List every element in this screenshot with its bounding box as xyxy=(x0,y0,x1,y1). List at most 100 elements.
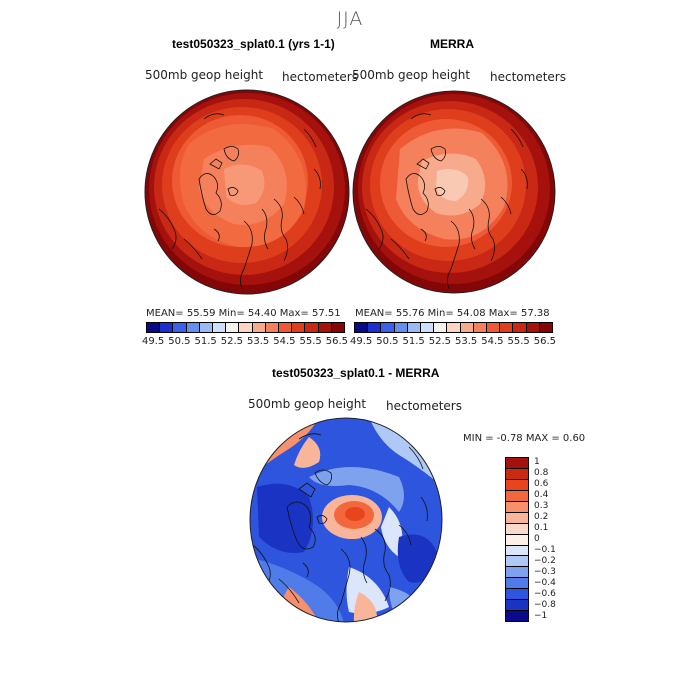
panel-2-colorbar-swatch xyxy=(487,323,501,332)
panel-3-colorbar xyxy=(505,457,529,622)
panel-2-colorbar-swatch xyxy=(460,323,474,332)
panel-3-colorbar-swatch xyxy=(506,556,528,568)
panel-2-colorbar-swatch xyxy=(434,323,448,332)
panel-1-colorbar-label: 50.5 xyxy=(168,336,191,347)
panel-3-colorbar-label: 0.4 xyxy=(534,489,549,500)
panel-2-colorbar-label: 52.5 xyxy=(428,336,451,347)
panel-1-coastlines xyxy=(158,113,321,290)
panel-3-units: hectometers xyxy=(386,399,462,413)
panel-1-colorbar xyxy=(146,322,345,333)
panel-3-colorbar-swatch xyxy=(506,600,528,612)
panel-2-colorbar xyxy=(354,322,553,333)
panel-3-colorbar-label: −0.3 xyxy=(534,566,556,577)
panel-2-colorbar-swatch xyxy=(355,323,369,332)
panel-3-colorbar-label: 1 xyxy=(534,456,540,467)
panel-3-colorbar-label: −0.4 xyxy=(534,577,556,588)
panel-1-colorbar-label: 54.5 xyxy=(273,336,296,347)
panel-1-stats: MEAN= 55.59 Min= 54.40 Max= 57.51 xyxy=(146,308,341,319)
panel-3-colorbar-label: 0.6 xyxy=(534,478,549,489)
panel-2-colorbar-label: 53.5 xyxy=(454,336,478,347)
panel-1-colorbar-swatch xyxy=(318,323,332,332)
panel-2-colorbar-swatch xyxy=(526,323,540,332)
panel-3-colorbar-swatch xyxy=(506,545,528,557)
panel-1-colorbar-label: 52.5 xyxy=(220,336,243,347)
panel-3-colorbar-label: 0.1 xyxy=(534,522,549,533)
panel-1-polar-map xyxy=(144,89,350,295)
panel-1-colorbar-swatch xyxy=(239,323,253,332)
panel-1-colorbar-swatch xyxy=(265,323,280,332)
panel-3-colorbar-swatch xyxy=(506,611,528,622)
panel-3-colorbar-label: 0.2 xyxy=(534,511,549,522)
panel-2-colorbar-labels: 49.5 50.5 51.5 52.5 53.5 54.5 55.5 56.5 xyxy=(348,336,558,347)
panel-3-colorbar-label: −0.6 xyxy=(534,588,556,599)
panel-3-colorbar-swatch xyxy=(506,479,528,491)
panel-1-title: test050323_splat0.1 (yrs 1-1) xyxy=(172,37,335,51)
panel-3-colorbar-swatch xyxy=(506,534,528,546)
panel-2-colorbar-swatch xyxy=(421,323,435,332)
panel-1-colorbar-swatch xyxy=(305,323,319,332)
panel-1-colorbar-label: 49.5 xyxy=(141,336,165,347)
panel-1-colorbar-label: 51.5 xyxy=(194,336,217,347)
panel-1-colorbar-swatch xyxy=(331,323,345,332)
panel-2-colorbar-swatch xyxy=(368,323,382,332)
panel-1-colorbar-label: 53.5 xyxy=(246,336,270,347)
panel-1-colorbar-swatch xyxy=(252,323,266,332)
panel-3-colorbar-swatch xyxy=(506,567,528,579)
panel-3-colorbar-swatch xyxy=(506,589,528,601)
panel-2-colorbar-swatch xyxy=(407,323,422,332)
panel-3-colorbar-label: −0.8 xyxy=(534,599,556,610)
panel-2-colorbar-label: 51.5 xyxy=(402,336,425,347)
panel-2-colorbar-swatch xyxy=(394,323,408,332)
panel-2-polar-map xyxy=(352,90,556,294)
panel-3-variable: 500mb geop height xyxy=(248,397,367,411)
panel-2-stats: MEAN= 55.76 Min= 54.08 Max= 57.38 xyxy=(355,308,550,319)
panel-3-colorbar-swatch xyxy=(506,578,528,590)
panel-2-colorbar-label: 56.5 xyxy=(533,336,556,347)
panel-1-colorbar-swatch xyxy=(147,323,161,332)
panel-3-colorbar-labels: 1 0.8 0.6 0.4 0.3 0.2 0.1 0 −0.1 −0.2 −0.3 −0.4 −0.6… xyxy=(534,457,594,622)
panel-1-colorbar-swatch xyxy=(279,323,293,332)
panel-1-colorbar-labels: 49.5 50.5 51.5 52.5 53.5 54.5 55.5 56.5 xyxy=(140,336,350,347)
panel-3-polar-difference-map xyxy=(249,417,443,623)
panel-3-colorbar-swatch xyxy=(506,501,528,513)
panel-3-colorbar-swatch xyxy=(506,458,528,469)
panel-3-colorbar-label: 0 xyxy=(534,533,540,544)
panel-3-colorbar-label: −1 xyxy=(534,610,548,621)
panel-2-coastlines xyxy=(365,113,528,290)
panel-3-title: test050323_splat0.1 - MERRA xyxy=(272,366,440,380)
panel-1-colorbar-swatch xyxy=(292,323,306,332)
panel-1-colorbar-swatch xyxy=(173,323,187,332)
panel-1-colorbar-swatch xyxy=(199,323,214,332)
panel-2-title: MERRA xyxy=(430,37,474,51)
panel-3-colorbar-swatch xyxy=(506,490,528,502)
panel-1-colorbar-swatch xyxy=(226,323,240,332)
panel-1-units: hectometers xyxy=(282,70,358,84)
panel-2-colorbar-swatch xyxy=(447,323,461,332)
panel-2-colorbar-label: 50.5 xyxy=(376,336,399,347)
panel-2-variable: 500mb geop height xyxy=(352,68,471,82)
panel-1-colorbar-swatch xyxy=(186,323,200,332)
panel-2-colorbar-swatch xyxy=(381,323,395,332)
panel-2-units: hectometers xyxy=(490,70,566,84)
panel-2-colorbar-swatch xyxy=(513,323,527,332)
figure-title: JJA xyxy=(336,8,364,30)
panel-1-colorbar-swatch xyxy=(213,323,227,332)
panel-1-colorbar-swatch xyxy=(160,323,174,332)
panel-3-stats: MIN = -0.78 MAX = 0.60 xyxy=(463,433,586,444)
panel-3-colorbar-swatch xyxy=(506,512,528,524)
panel-1-colorbar-label: 55.5 xyxy=(299,336,322,347)
panel-3-colorbar-label: −0.1 xyxy=(534,544,556,555)
panel-3-colorbar-label: −0.2 xyxy=(534,555,556,566)
panel-2-colorbar-swatch xyxy=(473,323,488,332)
panel-3-colorbar-label: 0.8 xyxy=(534,467,549,478)
panel-2-colorbar-label: 54.5 xyxy=(481,336,504,347)
panel-3-colorbar-swatch xyxy=(506,523,528,535)
panel-2-colorbar-swatch xyxy=(539,323,553,332)
panel-2-colorbar-swatch xyxy=(500,323,514,332)
panel-1-variable: 500mb geop height xyxy=(145,68,264,82)
panel-3-colorbar-label: 0.3 xyxy=(534,500,549,511)
panel-2-colorbar-label: 49.5 xyxy=(349,336,373,347)
panel-1-colorbar-label: 56.5 xyxy=(325,336,348,347)
panel-3-colorbar-swatch xyxy=(506,468,528,480)
panel-2-colorbar-label: 55.5 xyxy=(507,336,530,347)
